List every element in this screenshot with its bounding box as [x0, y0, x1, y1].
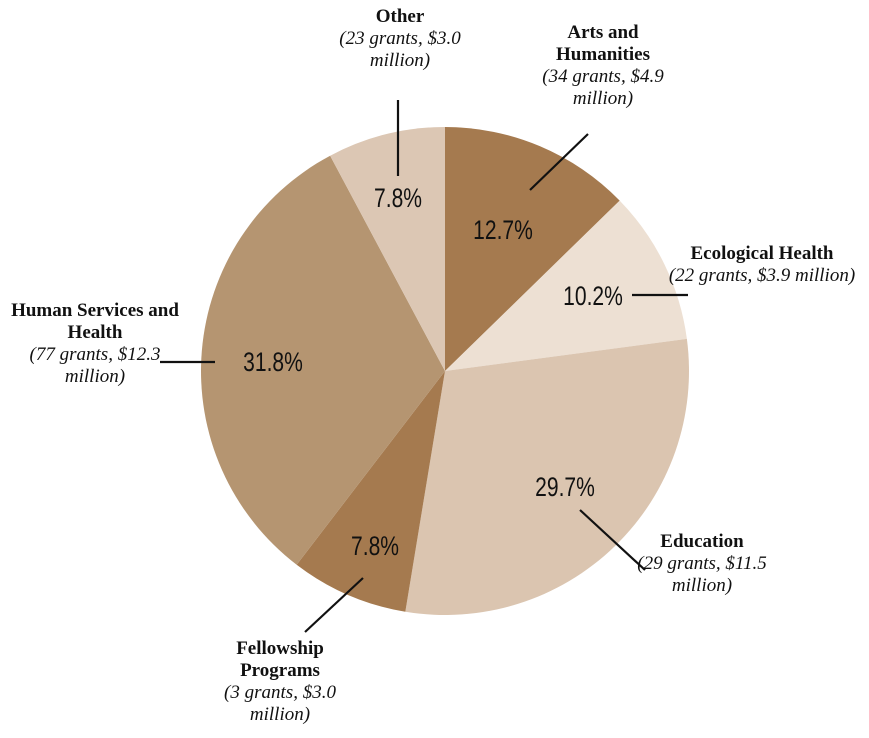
pie-slice — [201, 155, 445, 565]
slice-percent-label: 10.2% — [563, 282, 623, 312]
pie-slice — [330, 127, 445, 371]
category-note: (23 grants, $3.0 million) — [339, 28, 461, 71]
slice-label: Fellowship Programs (3 grants, $3.0 milli… — [215, 638, 345, 726]
slice-percent-label: 12.7% — [473, 216, 533, 246]
category-note: (3 grants, $3.0 million) — [224, 682, 336, 725]
leader-line — [304, 577, 364, 633]
pie-slice — [405, 338, 689, 615]
slice-label: Arts and Humanities (34 grants, $4.9 mill… — [538, 22, 668, 110]
category-name: Arts and Humanities — [556, 22, 650, 65]
category-note: (22 grants, $3.9 million) — [668, 265, 856, 286]
slice-label: Human Services and Health (77 grants, $12… — [5, 300, 185, 388]
slice-percent-label: 7.8% — [351, 532, 399, 562]
slice-label: Education (29 grants, $11.5 million) — [627, 531, 777, 597]
category-note: (34 grants, $4.9 million) — [542, 66, 664, 109]
category-note: (77 grants, $12.3 million) — [29, 344, 161, 387]
slice-percent-label: 29.7% — [535, 473, 595, 503]
pie-slice — [296, 371, 445, 612]
category-name: Education — [660, 531, 744, 552]
category-note: (29 grants, $11.5 million) — [637, 553, 767, 596]
category-name: Other — [375, 6, 425, 27]
leader-line — [579, 509, 646, 571]
slice-percent-label: 7.8% — [374, 184, 422, 214]
slice-label: Ecological Health (22 grants, $3.9 millio… — [662, 243, 862, 287]
slice-label: Other (23 grants, $3.0 million) — [335, 6, 465, 72]
slice-percent-label: 31.8% — [243, 348, 303, 378]
category-name: Ecological Health — [690, 243, 834, 264]
category-name: Fellowship Programs — [236, 638, 324, 681]
leader-line — [529, 133, 589, 191]
pie-slice — [445, 200, 687, 371]
category-name: Human Services and Health — [11, 300, 179, 343]
pie-slice — [445, 127, 620, 371]
